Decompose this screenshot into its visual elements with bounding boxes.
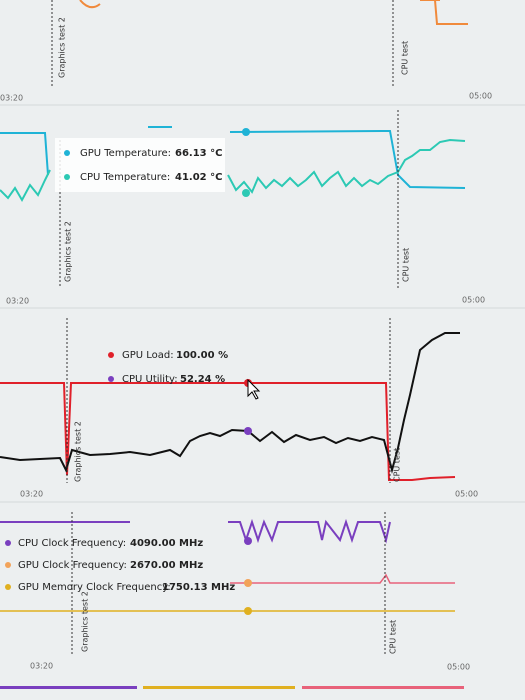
legend-dot: [5, 584, 11, 590]
legend-dot: [64, 174, 70, 180]
hover-point: [244, 427, 252, 435]
hover-point: [242, 189, 250, 197]
x-label: 03:20: [6, 297, 29, 306]
hover-point: [242, 128, 250, 136]
x-label: 03:20: [20, 490, 43, 499]
x-label: 05:00: [447, 663, 470, 672]
marker-label: CPU test: [402, 248, 411, 282]
marker-label: CPU test: [401, 41, 410, 75]
legend-bar: [143, 686, 295, 689]
x-label: 05:00: [469, 92, 492, 101]
x-label: 03:20: [0, 94, 23, 103]
marker-label: Graphics test 2: [64, 221, 73, 282]
tooltip-label: GPU Memory Clock Frequency:: [18, 582, 171, 593]
x-label: 03:20: [30, 662, 53, 671]
legend-dot: [108, 352, 114, 358]
tooltip-label: GPU Temperature:: [80, 148, 171, 159]
tooltip-label: CPU Utility:: [122, 374, 178, 385]
temperature-line: [420, 0, 468, 25]
hover-point: [244, 579, 252, 587]
mouse-cursor: [247, 378, 261, 400]
legend-dot: [108, 376, 114, 382]
tooltip-value: 41.02 °C: [175, 172, 222, 183]
tooltip-label: GPU Load:: [122, 350, 174, 361]
tooltip-value: 66.13 °C: [175, 148, 222, 159]
tooltip-value: 4090.00 MHz: [130, 538, 203, 549]
tooltip-value: 100.00 %: [176, 350, 228, 361]
cpu-temperature-line: [0, 138, 466, 203]
x-label: 05:00: [462, 296, 485, 305]
gpu-load-line: [0, 382, 456, 481]
cpu-clock-line: [0, 518, 391, 544]
legend-bar: [0, 686, 137, 689]
legend-dot: [64, 150, 70, 156]
tooltip-label: CPU Temperature:: [80, 172, 170, 183]
marker-label: Graphics test 2: [58, 17, 67, 78]
x-label: 05:00: [455, 490, 478, 499]
marker-label: CPU test: [389, 620, 398, 654]
tooltip-value: 2670.00 MHz: [130, 560, 203, 571]
cpu-utility-line: [0, 332, 460, 474]
legend-dot: [5, 562, 11, 568]
marker-label: Graphics test 2: [81, 591, 90, 652]
temperature-line: [79, 0, 101, 9]
tooltip-value: 1750.13 MHz: [162, 582, 235, 593]
hover-point: [244, 607, 252, 615]
tooltip: [55, 138, 225, 192]
tooltip-label: GPU Clock Frequency:: [18, 560, 127, 571]
hover-point: [244, 537, 252, 545]
legend-bar: [302, 686, 464, 689]
legend-dot: [5, 540, 11, 546]
marker-label: CPU test: [393, 448, 402, 482]
tooltip-label: CPU Clock Frequency:: [18, 538, 126, 549]
marker-label: Graphics test 2: [74, 421, 83, 482]
gpu-clock-line: [230, 573, 455, 584]
tooltip-value: 52.24 %: [180, 374, 225, 385]
